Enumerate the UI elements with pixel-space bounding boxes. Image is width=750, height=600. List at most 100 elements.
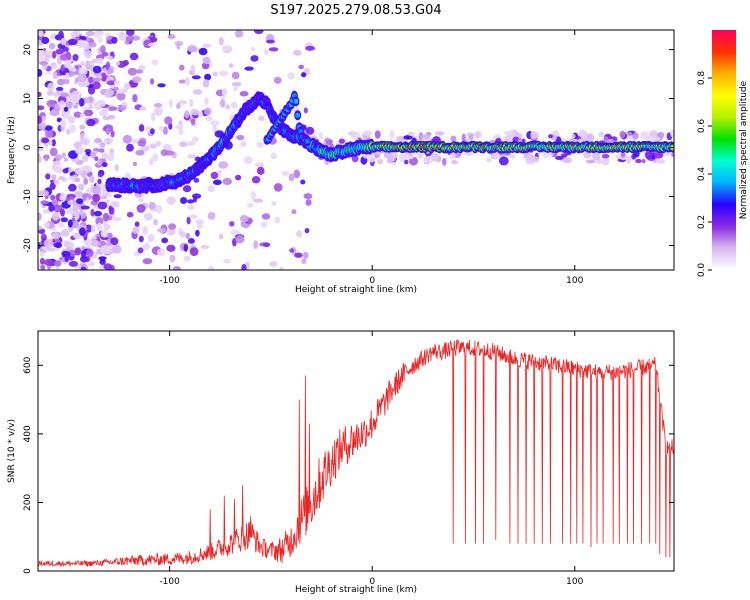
noise-blob <box>303 107 308 114</box>
noise-blob <box>273 76 282 84</box>
noise-blob <box>103 137 114 144</box>
noise-blob <box>167 228 176 236</box>
noise-blob <box>97 36 103 43</box>
noise-blob <box>48 140 53 146</box>
noise-blob <box>85 30 95 37</box>
noise-blob <box>56 86 64 91</box>
noise-blob <box>266 39 275 44</box>
noise-blob <box>60 217 68 223</box>
noise-blob <box>583 151 592 159</box>
noise-blob <box>97 201 108 210</box>
noise-blob <box>68 260 78 267</box>
noise-blob <box>92 77 102 82</box>
noise-blob <box>85 241 93 248</box>
noise-blob <box>96 57 104 65</box>
noise-blob <box>62 78 70 85</box>
noise-blob <box>135 149 145 156</box>
noise-blob <box>63 106 69 112</box>
noise-blob <box>291 209 297 215</box>
noise-blob <box>209 120 220 127</box>
snr-xtick-label: 100 <box>566 577 583 587</box>
noise-blob <box>86 118 96 127</box>
noise-blob <box>185 77 190 86</box>
noise-blob <box>39 251 45 258</box>
noise-blob <box>186 141 196 146</box>
noise-blob <box>187 45 198 53</box>
noise-blob <box>113 80 121 85</box>
noise-blob <box>670 129 674 138</box>
noise-blob <box>298 64 305 70</box>
noise-blob <box>632 132 639 140</box>
noise-blob <box>260 221 268 228</box>
noise-blob <box>223 258 231 264</box>
noise-blob <box>190 118 196 126</box>
noise-blob <box>99 142 106 149</box>
snr-frame <box>37 330 675 572</box>
noise-blob <box>80 113 86 119</box>
snr-ytick-label: 200 <box>23 494 33 511</box>
noise-blob <box>304 228 310 234</box>
noise-blob <box>377 158 384 165</box>
noise-blob <box>503 130 514 136</box>
noise-blob <box>105 127 111 136</box>
noise-blob <box>202 79 210 88</box>
noise-blob <box>212 124 217 133</box>
noise-blob <box>134 221 140 227</box>
spectrogram-ylabel: Frequency (Hz) <box>7 116 17 184</box>
noise-blob <box>302 251 309 259</box>
noise-blob <box>138 64 146 71</box>
noise-blob <box>155 141 161 147</box>
noise-blob <box>97 173 103 178</box>
noise-blob <box>305 199 312 206</box>
noise-blob <box>105 199 110 204</box>
noise-blob <box>157 228 167 233</box>
noise-blob <box>187 204 195 210</box>
noise-blob <box>51 231 61 240</box>
noise-blob <box>156 248 166 257</box>
noise-blob <box>81 170 88 179</box>
noise-blob <box>126 211 134 218</box>
noise-blob <box>228 63 234 68</box>
noise-blob <box>91 235 97 240</box>
spectrogram-ytick-label: 0 <box>23 144 33 150</box>
noise-blob <box>403 135 413 140</box>
noise-blob <box>289 248 295 253</box>
noise-blob <box>196 221 203 229</box>
noise-blob <box>168 99 173 108</box>
snr-panel: -100 0 100 0 200 400 600 Height of straight li… <box>7 330 675 595</box>
branch-core <box>304 138 310 144</box>
noise-blob <box>68 175 75 181</box>
noise-blob <box>110 130 115 138</box>
colorbar-tick-label: 0.6 <box>697 119 707 134</box>
noise-blob <box>188 98 194 108</box>
noise-blob <box>389 130 395 140</box>
noise-blob <box>113 194 122 199</box>
branch-core <box>295 112 301 118</box>
noise-blob <box>132 226 140 234</box>
noise-blob <box>113 216 122 222</box>
snr-line-clip <box>38 339 674 568</box>
noise-blob <box>254 30 264 35</box>
noise-blob <box>136 204 146 213</box>
noise-blob <box>80 255 88 263</box>
noise-blob <box>53 179 60 185</box>
noise-blob <box>204 73 212 81</box>
noise-blob <box>143 242 151 250</box>
noise-blob <box>179 64 185 71</box>
noise-blob <box>134 69 144 74</box>
noise-blob <box>67 209 74 215</box>
noise-blob <box>162 126 168 135</box>
noise-blob <box>98 110 108 117</box>
noise-blob <box>197 111 204 117</box>
noise-blob <box>88 104 93 110</box>
noise-blob <box>53 204 63 213</box>
noise-blob <box>101 152 109 160</box>
noise-blob <box>58 100 66 109</box>
noise-blob <box>95 182 104 188</box>
noise-blob <box>202 43 212 48</box>
noise-blob <box>110 201 120 208</box>
noise-blob <box>38 147 44 152</box>
noise-blob <box>185 232 191 240</box>
noise-blob <box>177 100 188 105</box>
noise-blob <box>167 34 176 40</box>
